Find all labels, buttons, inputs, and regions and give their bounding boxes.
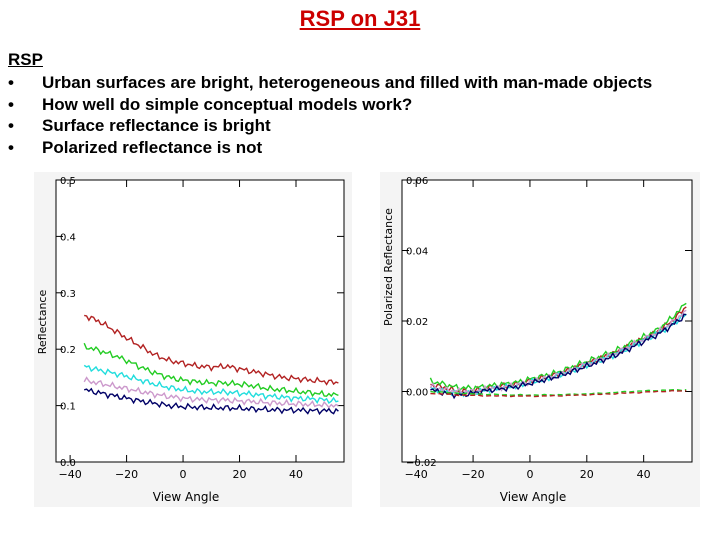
y-tick-label: 0.4 (60, 232, 76, 243)
y-tick-label: 0.04 (406, 247, 428, 258)
bullet-text: How well do simple conceptual models wor… (42, 94, 413, 114)
bullet-item: • Surface reflectance is bright (8, 115, 652, 137)
x-tick-label: 0 (180, 468, 187, 481)
bullet-text: Urban surfaces are bright, heterogeneous… (42, 73, 653, 92)
series-line-red-dashed (430, 389, 687, 398)
x-tick-label: −40 (405, 468, 428, 481)
x-tick-label: −20 (461, 468, 484, 481)
series-line-navy (84, 387, 339, 416)
y-axis-label: Polarized Reflectance (382, 208, 395, 326)
x-axis-label: View Angle (500, 490, 566, 504)
plot-frame (401, 179, 693, 463)
series-line-green-dashed (430, 388, 687, 397)
series-line-violet (83, 376, 339, 409)
series-line-cyan (430, 313, 687, 398)
x-tick-label: −20 (115, 468, 138, 481)
bullet-text: Surface reflectance is bright (42, 116, 271, 135)
x-axis-label: View Angle (153, 490, 219, 504)
bullet-dot: • (8, 73, 14, 92)
y-tick-label: 0.5 (60, 176, 76, 187)
y-tick-label: 0.1 (60, 402, 76, 413)
plot-frame (55, 179, 345, 463)
bullet-item: • Urban surfaces are bright, heterogeneou… (8, 72, 652, 94)
y-tick-label: 0.2 (60, 345, 76, 356)
x-tick-label: 0 (526, 468, 533, 481)
section-heading: RSP (8, 50, 43, 69)
y-tick-label: 0.00 (406, 388, 428, 399)
y-tick-label: 0.06 (406, 176, 428, 187)
slide-title: RSP on J31 (299, 6, 421, 31)
x-tick-label: −40 (59, 468, 82, 481)
reflectance-chart: 0.0 0.1 0.2 0.3 0.4 0.5 −40 −20 0 20 40 View Angle R… (34, 172, 352, 507)
series-line-cyan (83, 364, 339, 405)
y-tick-label: 0.3 (60, 289, 76, 300)
y-tick-label: −0.02 (406, 458, 437, 469)
bullet-dot: • (8, 94, 14, 114)
y-tick-label: 0.02 (406, 317, 428, 328)
bullet-list: • Urban surfaces are bright, heterogeneou… (8, 72, 652, 158)
bullet-item: • Polarized reflectance is not (8, 137, 652, 159)
y-tick-label: 0.0 (60, 458, 76, 469)
bullet-dot: • (8, 137, 14, 157)
bullet-text: Polarized reflectance is not (42, 137, 263, 157)
series-line-red (84, 314, 339, 386)
bullet-dot: • (8, 116, 14, 135)
x-tick-label: 20 (233, 468, 247, 481)
y-axis-label: Reflectance (36, 290, 49, 355)
x-tick-label: 40 (637, 468, 651, 481)
series-line-green (83, 342, 339, 398)
polarized-reflectance-chart: −0.02 0.00 0.02 0.04 0.06 −40 −20 0 20 40 View Ang… (380, 172, 700, 507)
x-tick-label: 40 (289, 468, 303, 481)
bullet-item: • How well do simple conceptual models wo… (8, 94, 652, 116)
x-tick-label: 20 (580, 468, 594, 481)
